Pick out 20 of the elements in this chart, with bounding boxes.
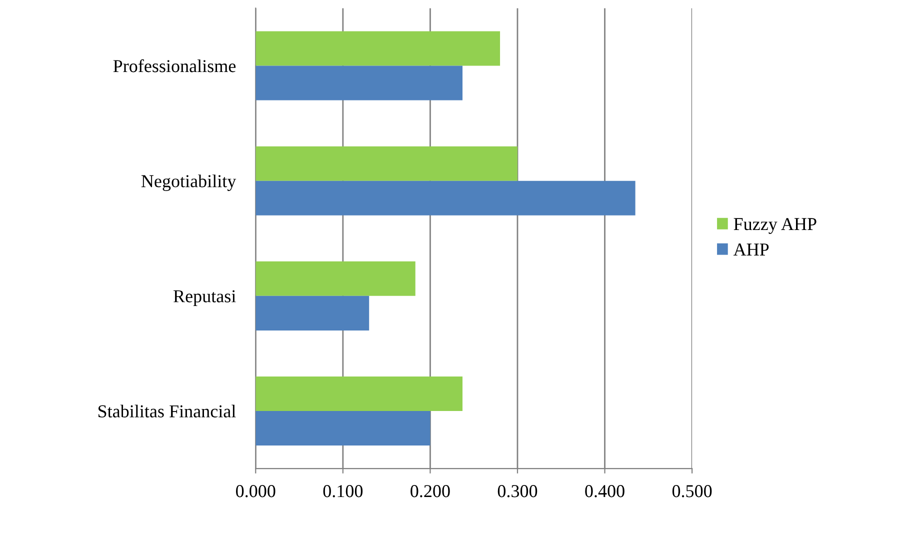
bar [256, 146, 518, 181]
x-tick-label: 0.400 [585, 485, 624, 498]
x-tick-label: 0.200 [410, 485, 450, 498]
bar [256, 296, 370, 330]
bar [256, 376, 462, 411]
x-tick-label: 0.500 [672, 485, 712, 498]
x-tick-label: 0.100 [323, 485, 363, 498]
bar [256, 66, 462, 100]
y-tick-label: Negotiability [141, 174, 236, 191]
bar [256, 180, 636, 216]
legend-label: AHP [733, 244, 769, 256]
y-tick-label: Professionalisme [113, 59, 236, 72]
x-tick-label: 0.000 [236, 485, 276, 498]
bar [256, 31, 500, 66]
y-tick-label: Stabilitas Financial [98, 404, 236, 418]
bar [256, 261, 416, 296]
x-tick-label: 0.300 [498, 485, 538, 498]
legend-label: Fuzzy AHP [734, 218, 816, 234]
bar [256, 411, 430, 446]
y-tick-label: Reputasi [174, 290, 236, 306]
